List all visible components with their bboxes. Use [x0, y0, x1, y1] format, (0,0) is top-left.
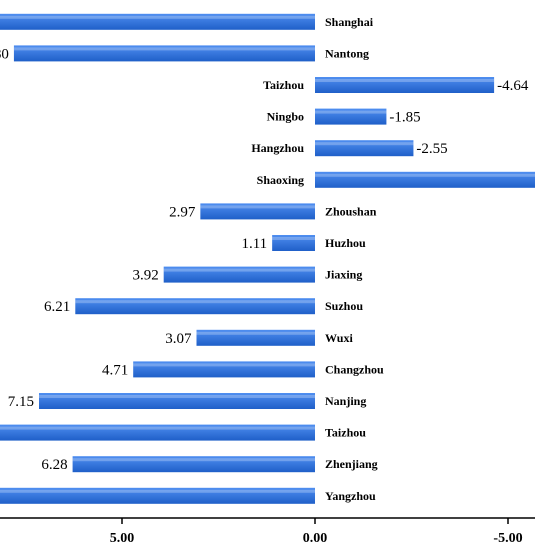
value-label: 7.15 [8, 394, 34, 410]
bar-highlight [315, 142, 414, 146]
value-label: 2.97 [169, 204, 196, 220]
bar [72, 456, 315, 473]
value-label: 3.07 [165, 331, 192, 347]
value-label: 6.28 [41, 457, 67, 473]
value-label: -2.55 [416, 141, 447, 157]
category-label: Hangzhou [251, 141, 304, 155]
category-label: Ningbo [267, 110, 304, 124]
x-tick-label: -5.00 [493, 531, 522, 546]
category-label: Huzhou [325, 236, 366, 250]
bar-highlight [0, 426, 316, 430]
value-label: 1.11 [241, 236, 267, 252]
bar [315, 108, 387, 125]
bar [0, 424, 316, 441]
category-label: Zhenjiang [325, 457, 378, 471]
bar-highlight [272, 237, 315, 240]
bar [0, 13, 315, 30]
bar-highlight [315, 110, 387, 114]
category-label: Wuxi [325, 331, 353, 345]
bar-highlight [196, 331, 315, 335]
category-label: Changzhou [325, 362, 384, 376]
bar [163, 266, 315, 283]
category-label: Yangzhou [325, 489, 376, 503]
bar [13, 45, 315, 62]
bar-highlight [72, 458, 315, 462]
bar [315, 140, 414, 157]
category-label: Shaoxing [257, 173, 304, 187]
bar [75, 298, 315, 315]
category-label: Zhoushan [325, 204, 377, 218]
value-label: -1.85 [389, 110, 420, 126]
bar [315, 171, 535, 188]
bar-highlight [200, 205, 315, 209]
bar [200, 203, 315, 220]
bar [39, 393, 315, 409]
value-label: 6.21 [44, 299, 70, 315]
bar-highlight [133, 363, 315, 367]
value-label: 4.71 [102, 362, 128, 378]
value-label: 7.80 [0, 46, 9, 62]
bar [0, 487, 315, 504]
bars-layer: 9.42Shanghai7.80Nantong-4.64Taizhou-1.85… [0, 13, 535, 504]
category-label: Shanghai [325, 15, 374, 29]
x-axis: 15.0010.005.000.00-5.00-10.00 [0, 517, 535, 546]
x-tick-label: 5.00 [110, 531, 135, 546]
bar-highlight [0, 489, 315, 493]
bar [196, 329, 315, 346]
category-label: Taizhou [325, 426, 366, 440]
x-tick-label: 0.00 [303, 531, 328, 546]
category-label: Nantong [325, 46, 369, 60]
bar-highlight [315, 79, 495, 82]
bar-highlight [75, 300, 315, 304]
category-label: Nanjing [325, 394, 366, 408]
category-label: Suzhou [325, 299, 363, 313]
bar-highlight [13, 47, 315, 51]
bar-highlight [39, 395, 315, 398]
value-label: 3.92 [132, 268, 158, 284]
bar-highlight [163, 268, 315, 272]
bar [272, 235, 315, 251]
category-label: Jiaxing [325, 268, 362, 282]
bar [315, 77, 495, 93]
bar-highlight [0, 15, 315, 19]
value-label: -4.64 [497, 78, 529, 94]
category-label: Taizhou [263, 78, 304, 92]
bar-highlight [315, 173, 535, 177]
bar [133, 361, 315, 378]
